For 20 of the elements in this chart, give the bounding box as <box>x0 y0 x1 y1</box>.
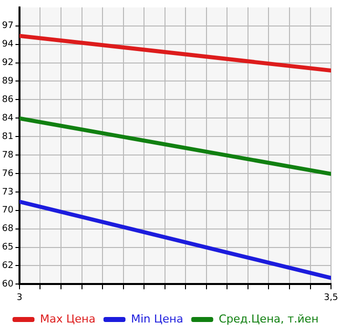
x-tick-label: 3,5 <box>324 292 338 303</box>
y-tick-label: 62 <box>2 261 14 272</box>
y-tick-label: 68 <box>2 224 14 234</box>
y-tick-label: 76 <box>2 168 14 179</box>
legend-label: Сред.Цена, т.йен <box>218 312 319 326</box>
y-tick-label: 70 <box>2 206 14 216</box>
y-tick-label: 97 <box>2 21 14 32</box>
y-tick-label: 92 <box>2 58 14 68</box>
y-tick-label: 65 <box>2 242 14 253</box>
y-tick-label: 86 <box>2 95 14 106</box>
y-tick-label: 84 <box>2 113 14 124</box>
y-tick-label: 81 <box>2 132 14 142</box>
y-tick-label: 89 <box>2 76 14 87</box>
legend-label: Max Цена <box>40 312 96 326</box>
x-tick-label: 3 <box>16 292 22 303</box>
y-tick-label: 73 <box>2 187 14 198</box>
y-tick-label: 78 <box>2 150 14 160</box>
y-tick-label: 94 <box>2 40 14 50</box>
legend-label: Min Цена <box>130 312 184 326</box>
y-tick-label: 60 <box>2 280 14 290</box>
